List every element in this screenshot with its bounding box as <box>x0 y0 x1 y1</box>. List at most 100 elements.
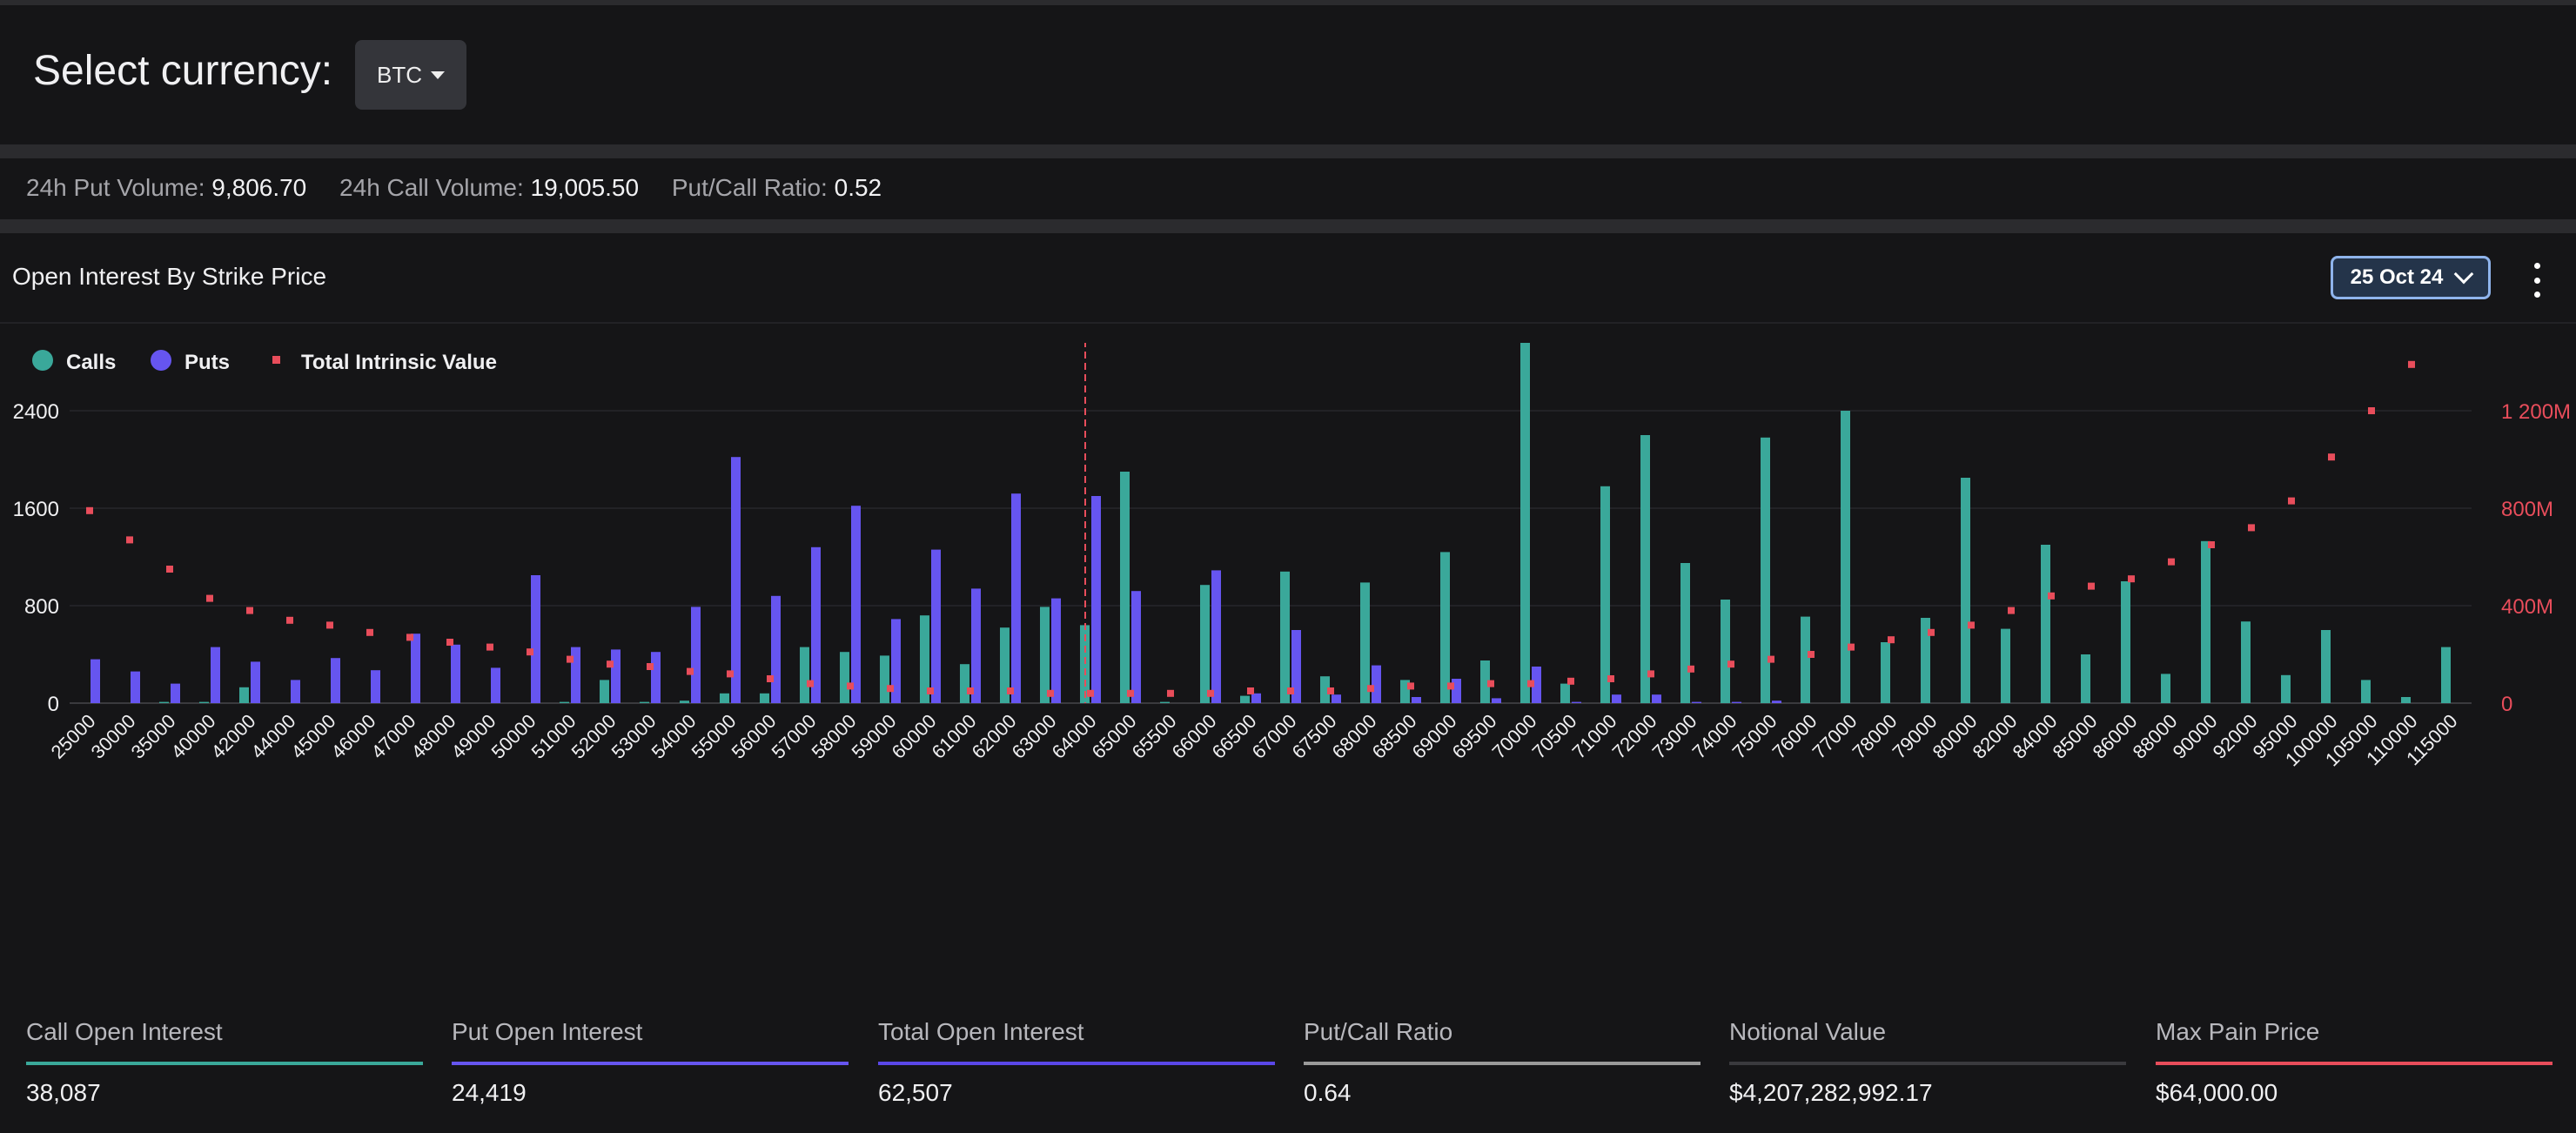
call-bar-88000 <box>2161 674 2170 703</box>
call-bar-55000 <box>720 693 729 703</box>
intrinsic-point-66000 <box>1207 689 1214 697</box>
intrinsic-point-70000 <box>1527 680 1534 687</box>
x-tick-label-90000: 90000 <box>2169 710 2222 763</box>
put-bar-50000 <box>531 575 540 703</box>
put-bar-68500 <box>1412 697 1421 703</box>
put-call-ratio-value: 0.52 <box>834 174 882 201</box>
put-bar-62000 <box>1011 493 1021 703</box>
intrinsic-point-69500 <box>1487 680 1494 687</box>
summary-underline <box>452 1062 849 1065</box>
x-tick-label-70000: 70000 <box>1488 710 1541 763</box>
intrinsic-point-30000 <box>126 536 133 544</box>
call-bar-80000 <box>1961 478 1970 703</box>
legend-label-2: Puts <box>184 351 230 374</box>
x-tick-label-63000: 63000 <box>1008 710 1061 763</box>
put-bar-67000 <box>1291 630 1301 703</box>
put-bar-40000 <box>211 647 220 703</box>
y2-tick-label: 1 200M <box>2501 400 2571 424</box>
summary-value: 62,507 <box>878 1079 953 1106</box>
put-bar-46000 <box>371 670 380 703</box>
x-tick-label-60000: 60000 <box>888 710 941 763</box>
intrinsic-point-82000 <box>2008 607 2015 614</box>
y-tick-label: 2400 <box>13 400 59 424</box>
x-tick-label-25000: 25000 <box>47 710 100 763</box>
intrinsic-point-63000 <box>1047 689 1054 697</box>
intrinsic-point-76000 <box>1808 651 1815 658</box>
legend-label-3: Total Intrinsic Value <box>301 351 497 374</box>
call-bar-70500 <box>1560 683 1570 703</box>
call-bar-51000 <box>560 701 569 703</box>
x-tick-label-61000: 61000 <box>928 710 981 763</box>
put-bar-67500 <box>1332 694 1341 703</box>
call-bar-68000 <box>1360 582 1370 703</box>
call-bar-67500 <box>1320 676 1330 703</box>
put-bar-55000 <box>731 457 741 703</box>
intrinsic-point-60000 <box>927 687 934 694</box>
intrinsic-point-85000 <box>2088 582 2095 590</box>
intrinsic-point-69000 <box>1447 682 1454 690</box>
more-options-icon[interactable] <box>2524 263 2550 298</box>
put-bar-63000 <box>1051 598 1061 703</box>
x-tick-label-88000: 88000 <box>2129 710 2182 763</box>
intrinsic-point-48000 <box>446 639 453 646</box>
x-tick-label-65500: 65500 <box>1128 710 1181 763</box>
intrinsic-point-44000 <box>286 616 293 624</box>
x-tick-label-69000: 69000 <box>1408 710 1461 763</box>
x-tick-label-68000: 68000 <box>1328 710 1381 763</box>
put-volume-label: 24h Put Volume: <box>26 174 205 201</box>
intrinsic-point-72000 <box>1647 670 1654 678</box>
call-bar-64000 <box>1080 625 1090 703</box>
call-bar-92000 <box>2241 621 2251 703</box>
currency-dropdown[interactable]: BTC <box>355 40 466 110</box>
x-tick-label-40000: 40000 <box>167 710 220 763</box>
call-bar-82000 <box>2001 628 2010 703</box>
x-tick-label-79000: 79000 <box>1888 710 1942 763</box>
summary-value: $64,000.00 <box>2156 1079 2278 1106</box>
call-bar-65500 <box>1160 701 1170 703</box>
call-bar-60000 <box>920 615 929 703</box>
put-bar-42000 <box>251 661 260 703</box>
x-tick-label-56000: 56000 <box>728 710 781 763</box>
x-tick-label-49000: 49000 <box>447 710 500 763</box>
chevron-down-icon <box>2454 264 2474 285</box>
put-bar-65000 <box>1131 591 1141 703</box>
caret-down-icon <box>431 70 445 79</box>
intrinsic-point-70500 <box>1567 677 1574 685</box>
put-bar-58000 <box>851 506 861 703</box>
intrinsic-point-45000 <box>326 621 333 629</box>
intrinsic-point-59000 <box>887 685 894 693</box>
intrinsic-point-67000 <box>1287 687 1294 694</box>
currency-panel: Select currency: BTC <box>0 5 2576 144</box>
x-tick-label-59000: 59000 <box>848 710 901 763</box>
call-volume-value: 19,005.50 <box>530 174 640 201</box>
intrinsic-point-74000 <box>1727 660 1734 668</box>
summary-label: Notional Value <box>1729 1018 1887 1045</box>
x-tick-label-67000: 67000 <box>1248 710 1301 763</box>
intrinsic-point-68000 <box>1367 685 1374 693</box>
expiry-date-dropdown[interactable]: 25 Oct 24 <box>2331 256 2491 299</box>
call-volume-label: 24h Call Volume: <box>339 174 524 201</box>
call-bar-73000 <box>1680 563 1690 703</box>
x-tick-label-77000: 77000 <box>1808 710 1862 763</box>
call-bar-78000 <box>1881 642 1890 703</box>
y2-tick-label: 800M <box>2501 498 2553 521</box>
put-bar-70000 <box>1532 667 1541 703</box>
x-tick-label-62000: 62000 <box>968 710 1021 763</box>
put-bar-61000 <box>971 588 981 703</box>
intrinsic-point-66500 <box>1247 687 1254 694</box>
currency-value: BTC <box>377 61 422 88</box>
intrinsic-point-75000 <box>1768 655 1774 663</box>
volume-stats-bar: 24h Put Volume: 9,806.70 24h Call Volume… <box>0 158 2576 219</box>
call-bar-86000 <box>2121 581 2130 703</box>
x-tick-label-92000: 92000 <box>2209 710 2262 763</box>
x-tick-label-30000: 30000 <box>87 710 140 763</box>
x-tick-label-55000: 55000 <box>688 710 741 763</box>
x-tick-label-64000: 64000 <box>1048 710 1101 763</box>
put-bar-73000 <box>1692 701 1701 703</box>
summary-value: 24,419 <box>452 1079 527 1106</box>
call-bar-110000 <box>2401 697 2411 703</box>
legend-label-1: Calls <box>66 351 116 374</box>
call-bar-68500 <box>1400 680 1410 703</box>
x-tick-label-68500: 68500 <box>1368 710 1421 763</box>
intrinsic-point-77000 <box>1848 643 1855 651</box>
